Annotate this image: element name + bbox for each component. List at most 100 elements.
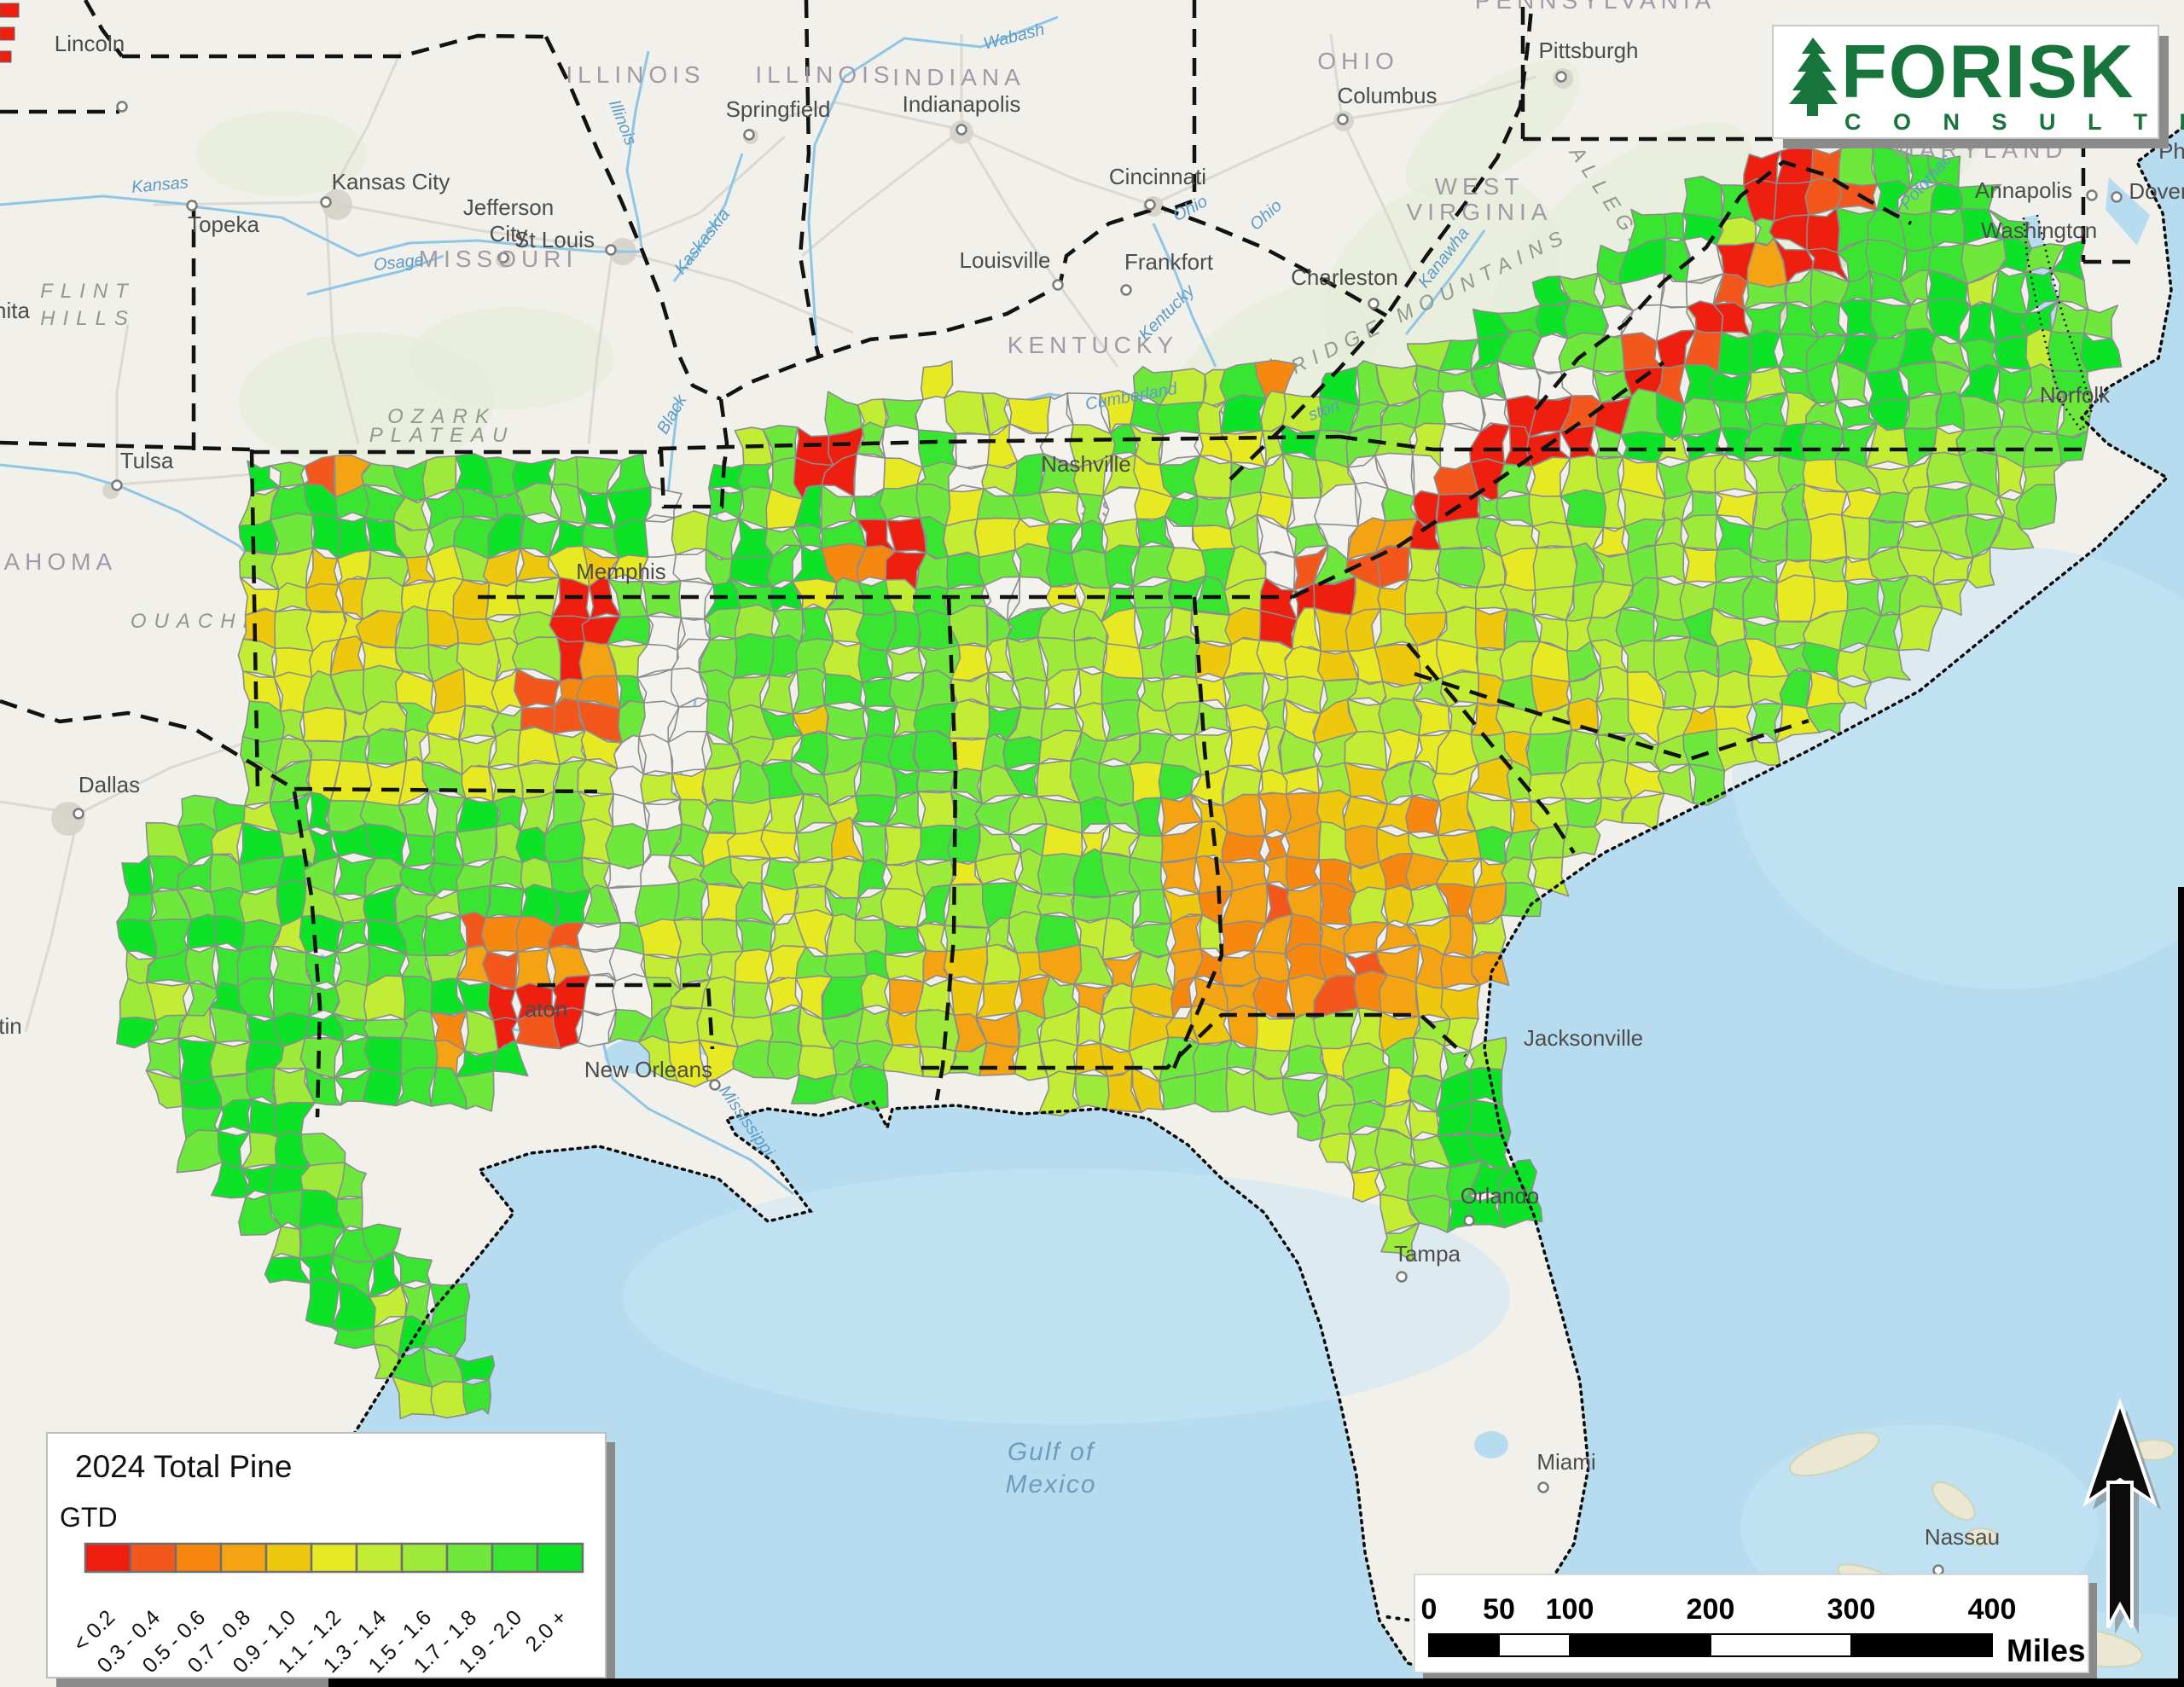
county-polygon	[485, 580, 521, 620]
state-border-dashed	[1339, 434, 2082, 452]
county-polygon	[248, 1099, 279, 1139]
state-border-dashed	[537, 983, 715, 1050]
scalebar-segment	[1498, 1633, 1571, 1657]
state-border-dashed	[0, 440, 253, 452]
legend-subtitle: GTD	[60, 1502, 118, 1533]
legend-swatch	[84, 1542, 132, 1574]
county-polygon	[1129, 761, 1163, 804]
pine-tree-icon	[1789, 38, 1838, 116]
lake	[1474, 1431, 1508, 1458]
map-frame-bottom	[328, 1678, 2184, 1687]
county-polygon	[1532, 521, 1573, 549]
state-label: OHIO	[1317, 48, 1399, 74]
road-line	[116, 472, 253, 486]
legend-swatch	[174, 1542, 223, 1574]
county-polygon	[462, 1378, 492, 1415]
county-polygon	[1653, 542, 1687, 583]
county-polygon	[1837, 679, 1873, 710]
road-line	[324, 50, 403, 203]
county-polygon	[641, 580, 687, 619]
state-border-dashed	[934, 596, 958, 1101]
logo-box	[1772, 25, 2159, 139]
county-polygon	[1378, 974, 1420, 1017]
city-marker	[1463, 1215, 1475, 1226]
city-marker	[1120, 284, 1132, 296]
road-line	[801, 128, 962, 258]
legend-swatch	[264, 1542, 313, 1574]
legend-swatch	[400, 1542, 449, 1574]
county-polygon	[485, 885, 525, 919]
county-polygon	[270, 512, 314, 556]
road-line	[1329, 33, 1344, 120]
scalebar-segment	[1710, 1633, 1852, 1657]
city-label: tin	[0, 1013, 22, 1039]
legend-swatch	[219, 1542, 268, 1574]
county-polygon	[1411, 1036, 1445, 1082]
county-polygon	[1561, 824, 1601, 859]
county-polygon	[1440, 984, 1481, 1021]
legend: 2024 Total Pine GTD < 0.20.3 - 0.40.5 - …	[46, 1432, 615, 1687]
road-line	[324, 204, 360, 444]
county-polygon	[1989, 516, 2035, 551]
bay-shoreline	[2022, 214, 2094, 433]
county-polygon	[1682, 546, 1718, 583]
physiographic-label: OZARK	[387, 405, 497, 428]
river-line	[1404, 229, 1486, 335]
road-line	[1340, 119, 1418, 282]
edge-artifact	[0, 3, 20, 18]
county-polygon	[955, 432, 993, 469]
county-polygon	[461, 765, 494, 803]
city-label: Tulsa	[120, 448, 174, 473]
state-border-dashed	[718, 398, 729, 466]
county-polygon	[455, 1070, 495, 1112]
county-polygon	[1435, 517, 1483, 551]
county-polygon	[1474, 607, 1508, 651]
scalebar-tick-label: 300	[1827, 1593, 1876, 1626]
city-marker	[709, 1079, 721, 1091]
road-line	[960, 129, 1061, 287]
river-line	[191, 205, 640, 258]
county-polygon	[856, 1007, 894, 1046]
city-label: Orlando	[1461, 1183, 1540, 1209]
county-polygon	[272, 977, 314, 1020]
road-line	[612, 135, 787, 251]
legend-swatch	[355, 1542, 404, 1574]
logo-wordmark: FORISK	[1841, 29, 2135, 113]
city-label: Indianapolis	[903, 91, 1021, 117]
county-polygon	[1681, 513, 1718, 551]
scale-bar: 0 50 100 200 300 400 Miles	[1414, 1574, 2097, 1681]
city-label: Louisville	[960, 247, 1051, 273]
scalebar-content: 0 50 100 200 300 400	[1421, 1593, 2016, 1657]
county-polygon	[366, 728, 408, 765]
state-label: ILLINOIS	[755, 61, 894, 88]
city-label: Dover	[2129, 178, 2184, 204]
county-polygon	[1862, 644, 1912, 684]
city-marker	[1144, 199, 1156, 211]
county-polygon	[305, 583, 345, 613]
county-polygon	[1526, 729, 1573, 776]
city-label: Pittsburgh	[1538, 38, 1638, 63]
county-polygon	[1470, 952, 1510, 986]
state-label: LAHOMA	[0, 548, 117, 575]
physiographic-label: FLINT	[40, 280, 136, 303]
city-label: Norfolk	[2040, 382, 2111, 408]
legend-swatch	[310, 1542, 358, 1574]
county-polygon	[1621, 792, 1665, 832]
road-line	[1151, 118, 1343, 206]
county-polygon	[2015, 484, 2058, 530]
terrain-shading	[410, 307, 614, 409]
urban-area	[322, 189, 352, 220]
county-polygon	[279, 709, 305, 742]
state-border-dashed	[658, 434, 1340, 451]
bahamas-island	[1931, 1481, 1976, 1522]
city-label: Miami	[1536, 1449, 1595, 1475]
county-polygon	[733, 633, 775, 679]
scalebar-tick-label: 50	[1483, 1593, 1515, 1626]
county-choropleth-layer	[116, 142, 2123, 1420]
edge-artifact	[0, 50, 12, 63]
city-marker	[956, 124, 967, 136]
county-polygon	[917, 429, 957, 468]
